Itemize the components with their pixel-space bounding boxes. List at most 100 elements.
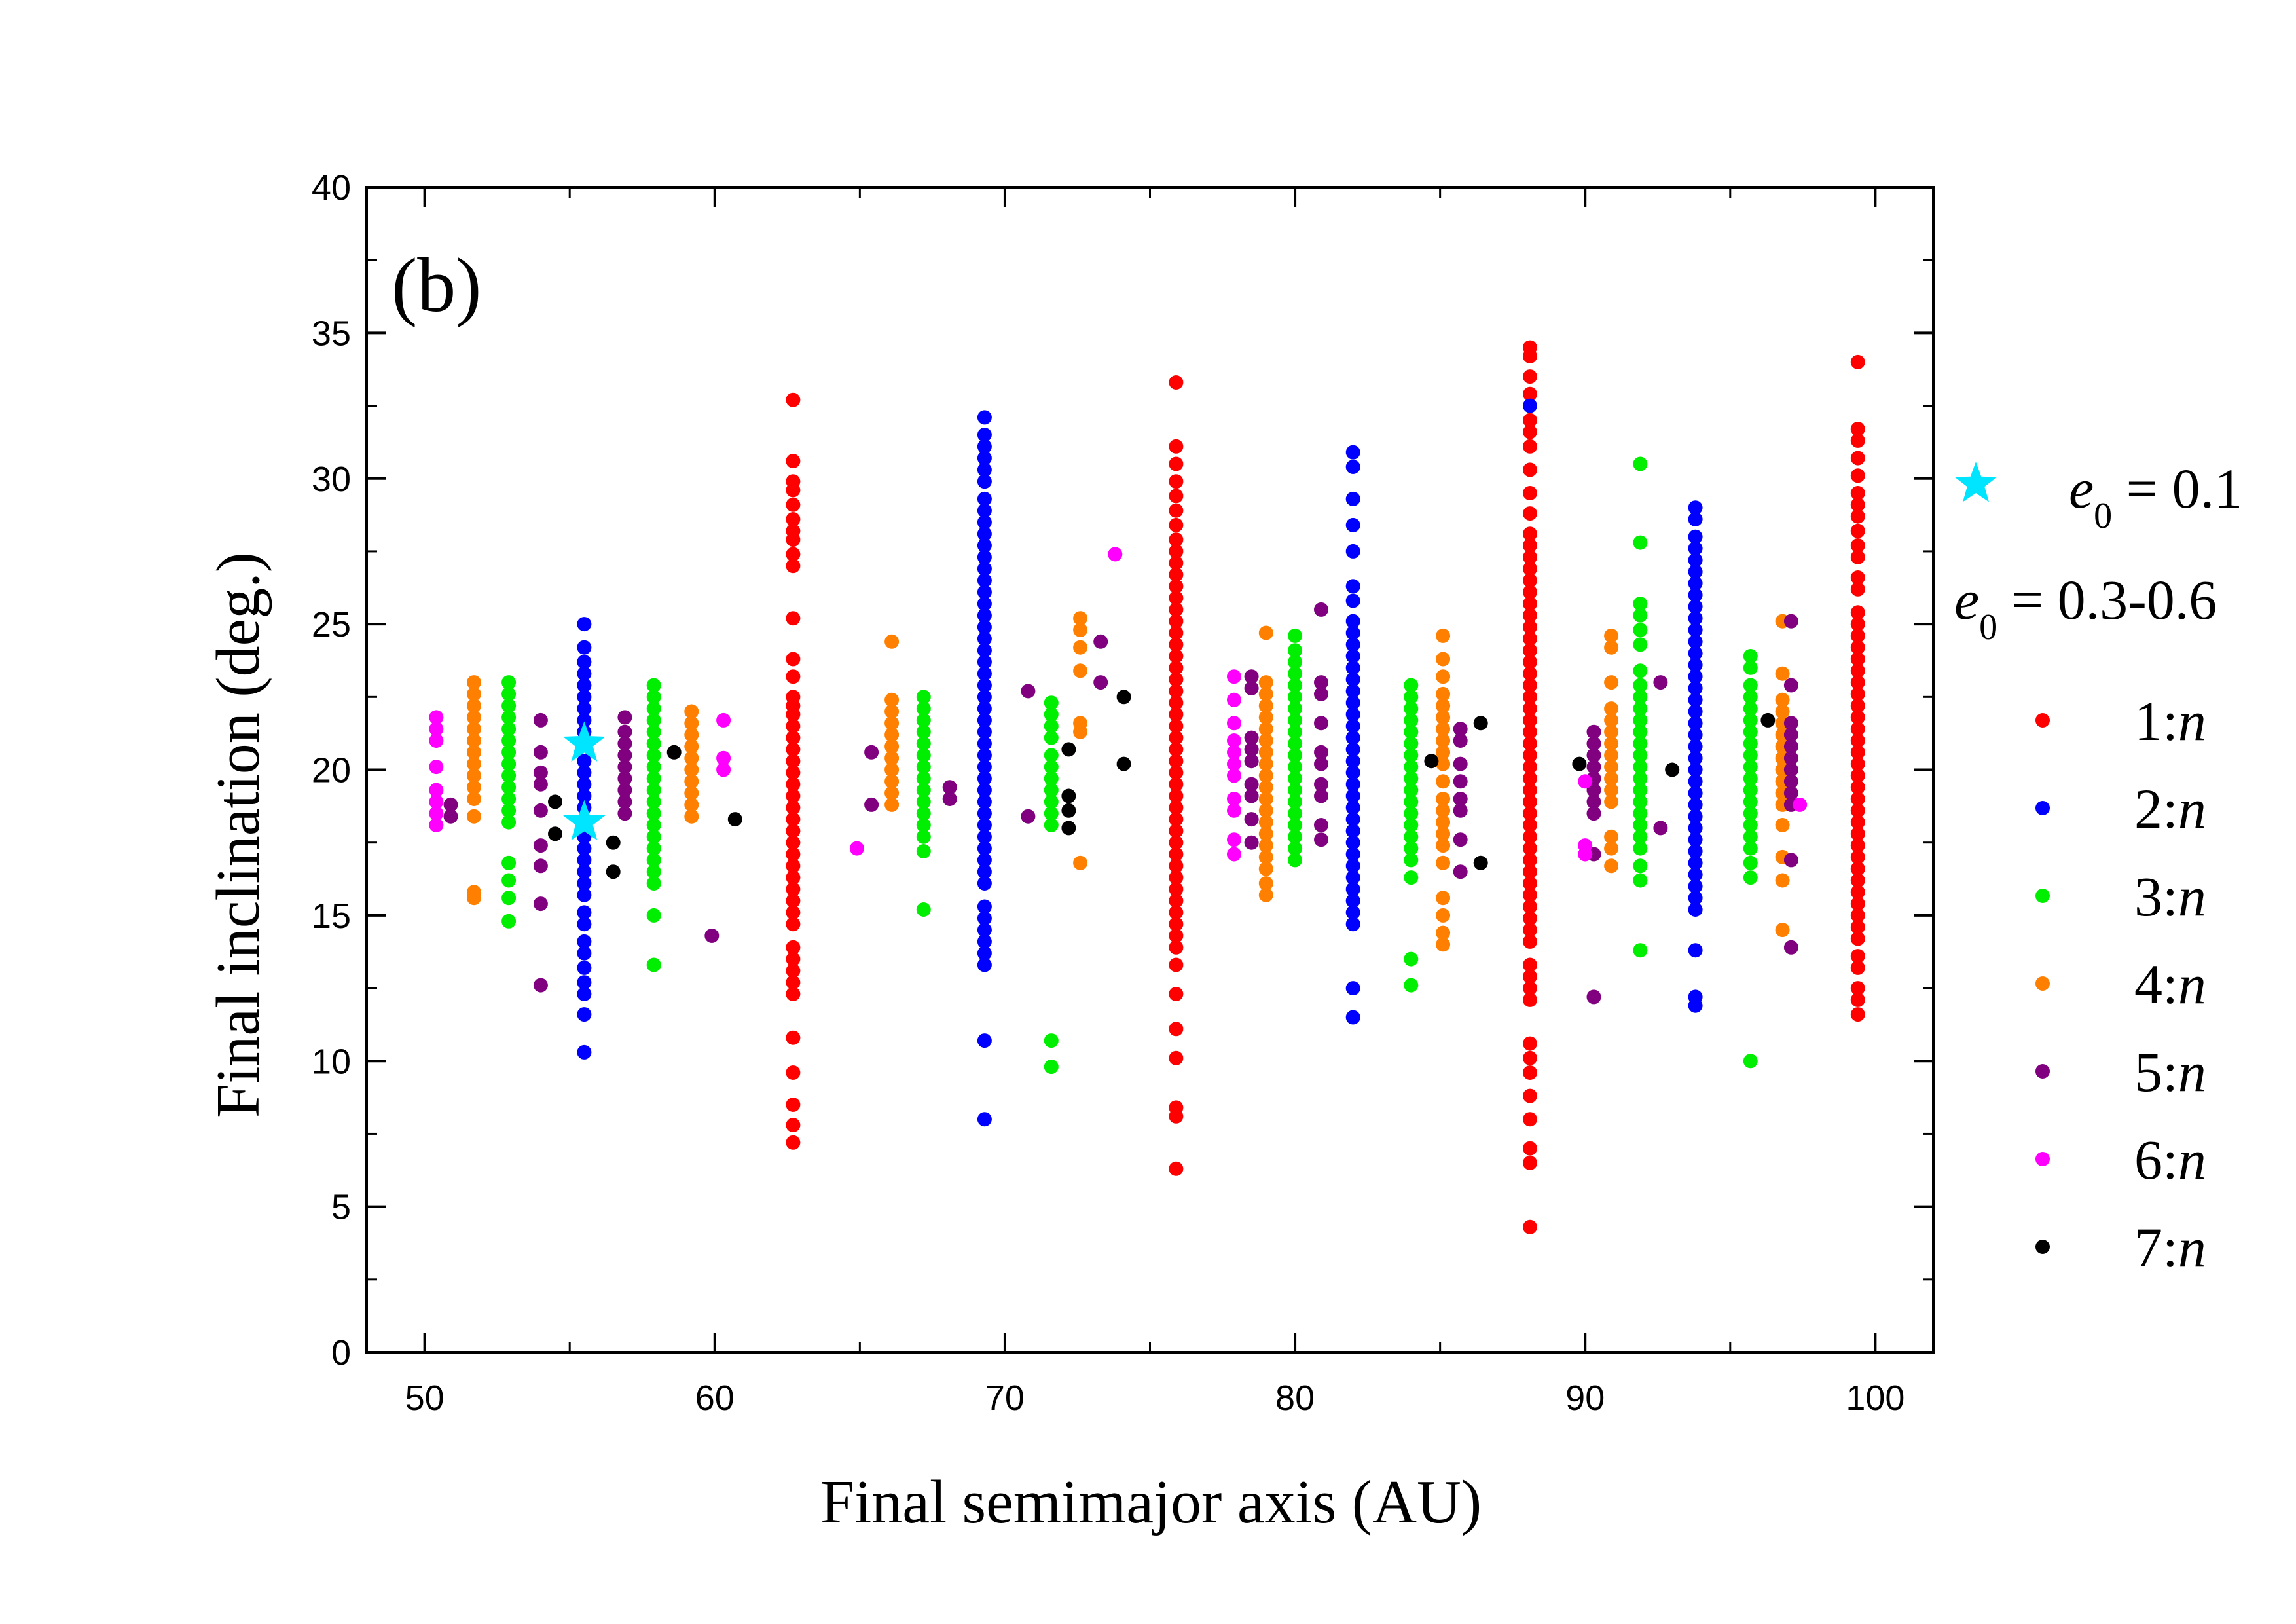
data-point — [1044, 707, 1059, 722]
data-point — [501, 698, 517, 713]
star-point — [563, 800, 606, 841]
data-point — [1044, 1033, 1059, 1048]
data-point — [1169, 517, 1184, 532]
data-point — [1688, 739, 1703, 754]
data-point — [1169, 812, 1184, 827]
data-point — [1688, 599, 1703, 614]
data-point — [1404, 678, 1419, 693]
data-point — [467, 756, 481, 771]
data-point — [501, 891, 517, 906]
data-point — [577, 617, 592, 632]
data-point — [1850, 652, 1865, 667]
data-point — [1775, 666, 1790, 681]
data-point — [1258, 625, 1273, 640]
data-point — [1604, 829, 1619, 844]
data-point — [1688, 879, 1703, 894]
data-point — [977, 678, 992, 693]
data-point — [1258, 768, 1273, 783]
data-point — [977, 736, 992, 751]
data-point — [786, 975, 801, 990]
data-point — [1345, 870, 1360, 885]
x-tick-label: 70 — [985, 1378, 1025, 1418]
data-point — [1288, 818, 1303, 832]
data-point — [1345, 905, 1360, 920]
data-point — [864, 797, 879, 812]
legend-label: 3:n — [2134, 865, 2206, 928]
data-point — [1743, 724, 1758, 739]
data-point — [1850, 422, 1865, 437]
data-point — [1523, 424, 1537, 439]
data-point — [617, 760, 632, 775]
data-point — [1244, 730, 1259, 745]
data-point — [1453, 832, 1468, 847]
data-point — [467, 733, 481, 748]
data-point — [977, 526, 992, 542]
legend-entry-5-n: 5:n — [2035, 1041, 2206, 1103]
data-point — [1258, 698, 1273, 713]
data-point — [977, 561, 992, 576]
data-point — [1169, 1161, 1184, 1176]
data-point — [716, 750, 731, 766]
data-point — [1523, 413, 1537, 428]
data-point — [577, 654, 592, 669]
data-point — [1688, 867, 1703, 882]
data-point — [501, 710, 517, 725]
data-point — [1688, 611, 1703, 626]
data-point — [533, 745, 548, 760]
data-point — [977, 597, 992, 611]
data-point — [1169, 858, 1184, 874]
data-point — [884, 728, 900, 743]
data-point — [1169, 730, 1184, 745]
data-point — [786, 1135, 801, 1150]
data-point — [577, 905, 592, 920]
data-point — [1404, 760, 1419, 775]
data-point — [1116, 690, 1131, 705]
data-point — [1604, 701, 1619, 716]
data-point — [1743, 818, 1758, 832]
data-point — [1345, 660, 1360, 675]
data-point — [1850, 354, 1865, 369]
data-point — [467, 891, 481, 906]
data-point — [646, 748, 661, 763]
data-point — [1743, 841, 1758, 856]
data-point — [1345, 517, 1360, 532]
data-point — [1169, 707, 1184, 722]
data-point — [977, 829, 992, 844]
data-point — [977, 410, 992, 425]
data-point — [1743, 855, 1758, 870]
data-point — [501, 913, 517, 929]
data-point — [1604, 783, 1619, 798]
data-point — [646, 760, 661, 775]
data-point — [1523, 957, 1537, 972]
data-point — [1169, 456, 1184, 471]
series-3-n — [501, 456, 1758, 1075]
legend-entry-2-n: 2:n — [2035, 777, 2206, 840]
data-point — [977, 818, 992, 832]
data-point — [884, 762, 900, 777]
data-point — [1743, 794, 1758, 809]
data-point — [646, 771, 661, 786]
data-point — [786, 858, 801, 874]
data-point — [977, 474, 992, 489]
data-point — [1436, 733, 1451, 748]
data-point — [977, 491, 992, 506]
data-point — [429, 760, 444, 775]
data-point — [977, 783, 992, 798]
data-point — [1258, 815, 1273, 830]
series-2-n — [577, 398, 1703, 1127]
data-point — [786, 765, 801, 780]
data-point — [1850, 873, 1865, 888]
data-point — [577, 876, 592, 891]
data-point — [1523, 853, 1537, 868]
data-point — [786, 893, 801, 908]
data-point — [1604, 771, 1619, 786]
data-point — [786, 1030, 801, 1045]
data-point — [501, 733, 517, 748]
data-point — [577, 946, 592, 961]
data-point — [977, 876, 992, 891]
data-point — [1288, 736, 1303, 751]
data-point — [1850, 538, 1865, 553]
data-point — [1169, 672, 1184, 687]
data-point — [1604, 724, 1619, 739]
data-point — [1783, 853, 1798, 868]
